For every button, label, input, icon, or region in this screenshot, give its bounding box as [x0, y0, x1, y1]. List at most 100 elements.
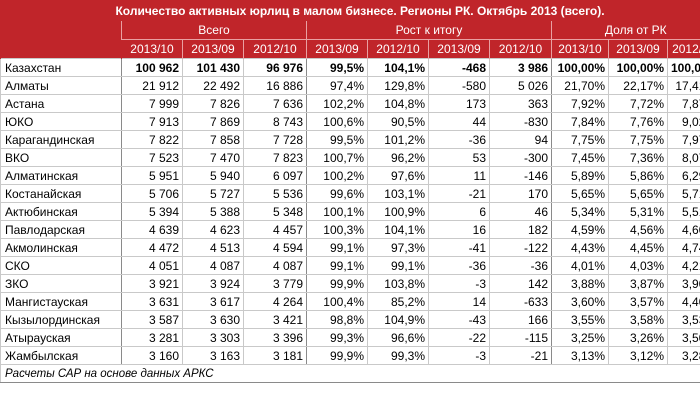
value-cell: -21	[489, 346, 552, 365]
value-cell: 5 348	[243, 202, 307, 221]
value-cell: 103,8%	[367, 274, 429, 293]
value-cell: 8 743	[243, 112, 307, 131]
value-cell: 4,40%	[666, 292, 700, 311]
value-cell: 6,29%	[666, 166, 700, 185]
value-cell: 4,03%	[608, 256, 668, 275]
value-cell: 5,31%	[608, 202, 668, 221]
value-cell: 3,50%	[666, 328, 700, 347]
value-cell: -468	[428, 58, 490, 77]
value-cell: 4,74%	[666, 238, 700, 257]
value-cell: 3 281	[121, 328, 183, 347]
value-cell: 4 457	[243, 220, 307, 239]
value-cell: 3 396	[243, 328, 307, 347]
value-cell: 7,97%	[666, 130, 700, 149]
value-cell: 97,4%	[306, 76, 368, 95]
value-cell: 99,1%	[367, 256, 429, 275]
value-cell: -300	[489, 148, 552, 167]
value-cell: 5 026	[489, 76, 552, 95]
value-cell: 101 430	[182, 58, 244, 77]
value-cell: 3,28%	[666, 346, 700, 365]
value-cell: 22 492	[182, 76, 244, 95]
value-cell: 7,87%	[666, 94, 700, 113]
value-cell: 97,6%	[367, 166, 429, 185]
value-cell: 100,3%	[306, 220, 368, 239]
value-cell: 7,92%	[551, 94, 609, 113]
value-cell: 7,84%	[551, 112, 609, 131]
value-cell: 100,6%	[306, 112, 368, 131]
value-cell: -122	[489, 238, 552, 257]
value-cell: 5 706	[121, 184, 183, 203]
value-cell: -36	[428, 130, 490, 149]
value-cell: 11	[428, 166, 490, 185]
value-cell: -36	[428, 256, 490, 275]
value-cell: 7 470	[182, 148, 244, 167]
value-cell: 4 087	[182, 256, 244, 275]
value-cell: 8,07%	[666, 148, 700, 167]
value-cell: 5,51%	[666, 202, 700, 221]
value-cell: 7 523	[121, 148, 183, 167]
value-cell: 5,34%	[551, 202, 609, 221]
value-cell: -580	[428, 76, 490, 95]
value-cell: 5,65%	[551, 184, 609, 203]
value-cell: 6	[428, 202, 490, 221]
value-cell: 100,2%	[306, 166, 368, 185]
value-cell: 4,60%	[666, 220, 700, 239]
value-cell: -21	[428, 184, 490, 203]
value-cell: 4 087	[243, 256, 307, 275]
value-cell: 5,71%	[666, 184, 700, 203]
value-cell: 5 727	[182, 184, 244, 203]
value-cell: 142	[489, 274, 552, 293]
table-row: ЮКО 7 913 7 869 8 743 100,6% 90,5% 44 -830 7,84%…	[0, 112, 700, 131]
year-header: 2012/10	[666, 39, 700, 59]
value-cell: 99,1%	[306, 238, 368, 257]
value-cell: 7 858	[182, 130, 244, 149]
value-cell: 5 388	[182, 202, 244, 221]
value-cell: 4 594	[243, 238, 307, 257]
table-row: Карагандинская 7 822 7 858 7 728 99,5% 101,2%…	[0, 130, 700, 149]
value-cell: 99,5%	[306, 58, 368, 77]
footnote-row: Расчеты САР на основе данных АРКС	[0, 364, 700, 383]
value-cell: 9,02%	[666, 112, 700, 131]
year-header: 2012/10	[243, 39, 307, 59]
value-cell: 96,2%	[367, 148, 429, 167]
group-share-header: Доля от РК	[550, 20, 700, 40]
value-cell: 7,45%	[551, 148, 609, 167]
value-cell: 99,3%	[306, 328, 368, 347]
value-cell: 3,26%	[608, 328, 668, 347]
value-cell: -115	[489, 328, 552, 347]
value-cell: 3,57%	[608, 292, 668, 311]
value-cell: 96 976	[243, 58, 307, 77]
table-row: Астана 7 999 7 826 7 636 102,2% 104,8% 173 363 7…	[0, 94, 700, 113]
value-cell: 5,86%	[608, 166, 668, 185]
value-cell: 7 728	[243, 130, 307, 149]
region-cell: Костанайская	[0, 184, 122, 203]
table-row: ЗКО 3 921 3 924 3 779 99,9% 103,8% -3 142 3,88% 3…	[0, 274, 700, 293]
value-cell: 3 630	[182, 310, 244, 329]
value-cell: 173	[428, 94, 490, 113]
title-row: Количество активных юрлиц в малом бизнес…	[0, 0, 700, 21]
value-cell: 4,01%	[551, 256, 609, 275]
value-cell: 3 160	[121, 346, 183, 365]
value-cell: 7 822	[121, 130, 183, 149]
value-cell: 5 394	[121, 202, 183, 221]
value-cell: 4,59%	[551, 220, 609, 239]
value-cell: 90,5%	[367, 112, 429, 131]
value-cell: 4,56%	[608, 220, 668, 239]
value-cell: 22,17%	[608, 76, 668, 95]
value-cell: 4,21%	[666, 256, 700, 275]
year-header: 2013/09	[182, 39, 244, 59]
value-cell: 3 421	[243, 310, 307, 329]
value-cell: 7,75%	[608, 130, 668, 149]
value-cell: 3,53%	[666, 310, 700, 329]
region-cell: ВКО	[0, 148, 122, 167]
value-cell: 6 097	[243, 166, 307, 185]
value-cell: 104,1%	[367, 58, 429, 77]
value-cell: 98,8%	[306, 310, 368, 329]
value-cell: 5 951	[121, 166, 183, 185]
value-cell: 4,43%	[551, 238, 609, 257]
region-cell: Алматинская	[0, 166, 122, 185]
value-cell: 5 940	[182, 166, 244, 185]
region-cell: Казахстан	[0, 58, 122, 77]
value-cell: 3 631	[121, 292, 183, 311]
